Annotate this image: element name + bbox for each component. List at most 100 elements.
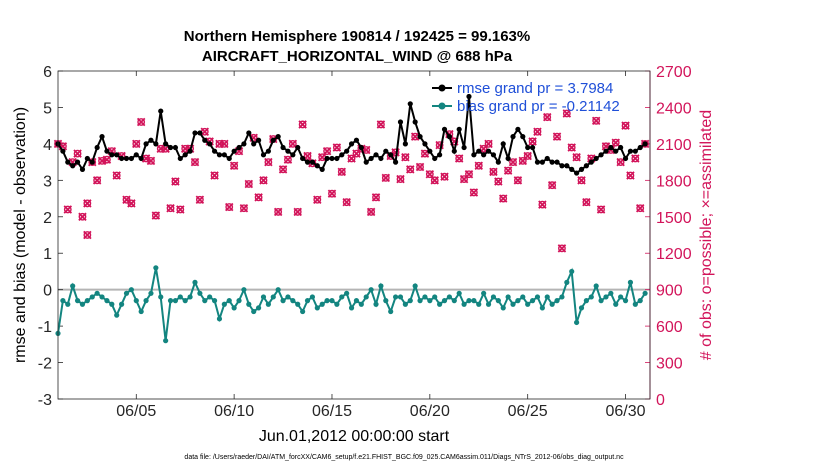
obs-possible-point	[288, 139, 297, 148]
obs-possible-point	[181, 144, 190, 153]
obs-assimilated-point	[132, 139, 141, 149]
bias-point	[128, 287, 134, 293]
bias-point	[363, 294, 369, 300]
rmse-point	[94, 144, 100, 151]
x-tick-label: 06/25	[508, 403, 548, 420]
rmse-point	[167, 144, 174, 151]
bias-point	[119, 301, 125, 307]
obs-assimilated-point	[415, 162, 425, 172]
obs-possible-point	[240, 204, 248, 213]
rmse-point	[246, 130, 252, 136]
bias-point	[187, 294, 193, 300]
obs-possible-point	[342, 198, 351, 207]
obs-assimilated-point	[122, 195, 131, 205]
rmse-point	[221, 152, 227, 158]
obs-possible-point	[137, 118, 146, 126]
rmse-point	[207, 141, 213, 147]
bias-point	[280, 298, 286, 304]
obs-assimilated-point	[313, 195, 322, 205]
rmse-point	[251, 141, 257, 147]
bias-point	[148, 290, 154, 296]
obs-possible-point	[553, 132, 561, 141]
rmse-point	[476, 148, 482, 154]
bias-point	[368, 287, 374, 293]
obs-possible-point	[533, 127, 542, 136]
obs-assimilated-point	[621, 121, 630, 130]
obs-possible-point	[577, 176, 586, 185]
obs-assimilated-point	[190, 157, 200, 167]
obs-assimilated-point	[293, 207, 302, 217]
chart-title: Northern Hemisphere 190814 / 192425 = 99…	[184, 28, 530, 45]
bias-point	[358, 301, 364, 307]
y-tick-label-left: 0	[43, 283, 52, 300]
bias-point	[642, 290, 648, 296]
rmse-point	[353, 137, 360, 143]
rmse-point	[314, 163, 320, 169]
bias-point	[133, 298, 139, 304]
obs-possible-point	[528, 137, 537, 146]
obs-possible-point	[279, 165, 287, 174]
y-tick-label-left: 3	[43, 173, 52, 190]
obs-assimilated-point	[489, 167, 498, 177]
obs-assimilated-point	[151, 211, 161, 220]
rmse-point	[241, 141, 247, 147]
rmse-point	[495, 159, 501, 165]
bias-point	[226, 298, 232, 304]
obs-assimilated-point	[484, 139, 493, 149]
rmse-point	[79, 166, 86, 172]
obs-possible-point	[421, 149, 429, 158]
obs-assimilated-point	[83, 199, 92, 208]
y-tick-label-left: 4	[43, 137, 52, 154]
obs-possible-point	[259, 176, 268, 185]
rmse-point	[593, 155, 599, 162]
obs-possible-point	[298, 120, 307, 129]
bias-point	[285, 294, 291, 300]
rmse-point	[236, 144, 242, 151]
bias-point	[236, 298, 242, 304]
obs-possible-point	[523, 152, 532, 160]
bias-point	[613, 301, 619, 307]
rmse-point	[417, 134, 423, 140]
rmse-point	[163, 141, 169, 147]
bias-point	[446, 294, 453, 300]
obs-possible-point	[328, 189, 336, 198]
obs-assimilated-point	[288, 139, 298, 149]
bias-point	[304, 298, 311, 304]
obs-assimilated-point	[298, 120, 307, 129]
bias-point	[422, 294, 428, 300]
obs-possible-point	[518, 156, 527, 165]
rmse-point	[451, 148, 457, 154]
rmse-point	[260, 152, 267, 158]
rmse-point	[300, 155, 306, 162]
obs-assimilated-point	[239, 204, 249, 213]
obs-assimilated-point	[229, 161, 239, 170]
obs-assimilated-point	[626, 171, 635, 180]
obs-possible-point	[332, 143, 341, 152]
obs-possible-point	[210, 171, 219, 180]
obs-assimilated-point	[616, 157, 625, 167]
rmse-point	[461, 144, 467, 151]
bias-point	[569, 268, 575, 275]
obs-possible-point	[244, 180, 253, 188]
obs-assimilated-point	[102, 155, 112, 164]
bias-point	[202, 298, 208, 304]
obs-assimilated-point	[327, 189, 337, 198]
bias-point	[373, 301, 379, 307]
rmse-point	[109, 152, 115, 158]
rmse-point	[402, 141, 408, 147]
obs-possible-point	[176, 205, 185, 214]
obs-possible-point	[127, 199, 136, 208]
obs-assimilated-point	[254, 193, 263, 202]
obs-assimilated-point	[317, 153, 327, 162]
obs-assimilated-point	[220, 139, 229, 149]
y-tick-label-left: 6	[43, 64, 52, 81]
obs-assimilated-point	[596, 205, 606, 214]
rmse-point	[603, 148, 609, 154]
rmse-point	[211, 148, 218, 154]
rmse-point	[578, 166, 585, 172]
obs-possible-point	[171, 177, 180, 186]
obs-assimilated-point	[342, 197, 351, 207]
rmse-point	[642, 141, 648, 147]
bias-point	[104, 298, 110, 304]
obs-assimilated-point	[259, 176, 268, 185]
